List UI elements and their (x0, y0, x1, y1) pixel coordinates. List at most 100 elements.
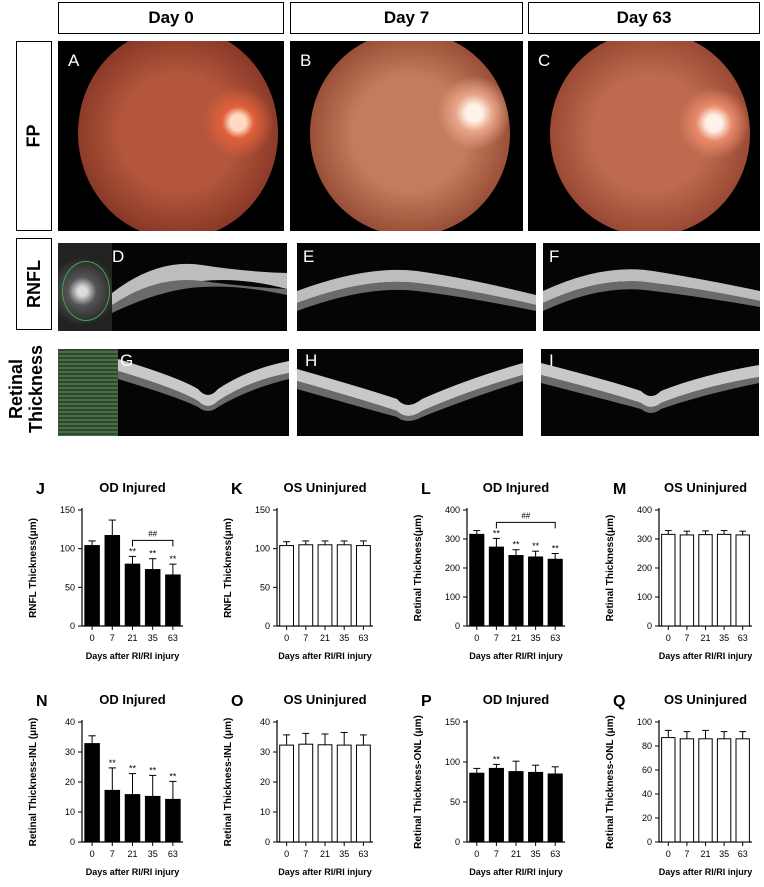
x-tick-label: 7 (110, 633, 115, 643)
x-tick-label: 21 (127, 633, 137, 643)
scan-thumbnail (58, 349, 118, 436)
chart-title: OD Injured (483, 692, 550, 707)
x-tick-label: 7 (494, 633, 499, 643)
row-header-retinal: Retinal Thickness (0, 338, 52, 440)
bar (469, 772, 485, 843)
bar (735, 534, 750, 627)
y-tick-label: 100 (637, 592, 652, 602)
chart-o-svg: O OS Uninjured Retinal Thickness-INL (μm) 0… (223, 692, 373, 877)
bar (298, 743, 314, 843)
y-tick-label: 40 (642, 789, 652, 799)
bar (488, 767, 504, 843)
oct-layer (543, 269, 760, 311)
chart-p-svg: P OD Injured Retinal Thickness-ONL (μm) 0 50… (413, 692, 565, 877)
chart-j-svg: J OD Injured RNFL Thickness(μm) 0 50 100 150 0 7… (28, 480, 183, 661)
panel-label-g: G (120, 351, 134, 370)
y-tick-label: 150 (255, 505, 270, 515)
x-tick-label: 21 (127, 849, 137, 859)
x-tick-label: 35 (719, 849, 729, 859)
panel-letter: L (421, 481, 431, 498)
bar (104, 535, 121, 627)
x-tick-label: 35 (148, 849, 158, 859)
bar (279, 744, 295, 843)
x-tick-label: 63 (168, 849, 178, 859)
bar (104, 789, 121, 843)
fundus-photo-day7: B (290, 41, 523, 231)
significance-mark: ** (512, 540, 520, 550)
significance-mark: ** (552, 544, 560, 554)
y-axis-label: Retinal Thickness-ONL (μm) (413, 715, 424, 849)
chart-m-svg: M OS Uninjured Retinal Thickness(μm) 0 100 20… (605, 480, 753, 661)
significance-bracket (495, 521, 556, 529)
row-header-rnfl-label: RNFL (24, 260, 44, 308)
y-tick-label: 20 (642, 813, 652, 823)
fundus-disc (310, 41, 510, 231)
fundus-disc (550, 41, 750, 231)
x-tick-label: 63 (358, 633, 368, 643)
y-tick-label: 30 (65, 747, 75, 757)
chart-l: L OD Injured Retinal Thickness(μm) 0 100 200 3… (385, 476, 577, 666)
x-axis-label: Days after RI/RI injury (659, 651, 753, 661)
significance-mark: ** (129, 764, 137, 774)
x-tick-label: 21 (700, 633, 710, 643)
bar (317, 744, 333, 843)
chart-title: OD Injured (483, 480, 550, 495)
x-tick-label: 0 (474, 633, 479, 643)
y-tick-label: 100 (445, 757, 460, 767)
oct-layer (112, 263, 287, 313)
chart-m: M OS Uninjured Retinal Thickness(μm) 0 100 20… (577, 476, 764, 666)
oct-layer (118, 359, 289, 411)
x-tick-label: 0 (666, 849, 671, 859)
x-tick-label: 63 (358, 849, 368, 859)
bar (469, 533, 485, 627)
x-tick-label: 21 (511, 633, 521, 643)
x-tick-label: 63 (550, 849, 560, 859)
chart-n-svg: N OD Injured Retinal Thickness-INL (μm) 0 10… (28, 692, 183, 877)
chart-q: Q OS Uninjured Retinal Thickness-ONL (μm) 0… (577, 688, 764, 882)
x-tick-label: 63 (168, 633, 178, 643)
y-tick-label: 300 (445, 534, 460, 544)
panel-label-f: F (549, 247, 560, 266)
x-axis-label: Days after RI/RI injury (278, 867, 372, 877)
fundus-photo-day0: A (58, 41, 284, 231)
y-tick-label: 30 (260, 747, 270, 757)
chart-k-svg: K OS Uninjured RNFL Thickness(μm) 0 50 100 150… (223, 480, 373, 661)
y-tick-label: 200 (637, 563, 652, 573)
x-axis-label: Days after RI/RI injury (278, 651, 372, 661)
y-tick-label: 0 (647, 837, 652, 847)
bar (84, 545, 100, 627)
x-tick-label: 35 (531, 849, 541, 859)
chart-p: P OD Injured Retinal Thickness-ONL (μm) 0 50… (385, 688, 577, 882)
bar (488, 546, 504, 627)
chart-title: OD Injured (99, 692, 166, 707)
bar (716, 738, 732, 843)
y-tick-label: 300 (637, 534, 652, 544)
column-header-day0: Day 0 (58, 2, 284, 34)
chart-n: N OD Injured Retinal Thickness-INL (μm) 0 10… (0, 688, 195, 882)
chart-k: K OS Uninjured RNFL Thickness(μm) 0 50 100 150… (195, 476, 385, 666)
chart-o: O OS Uninjured Retinal Thickness-INL (μm) 0… (195, 688, 385, 882)
oct-layer (297, 269, 536, 311)
panel-letter: Q (613, 693, 625, 710)
x-tick-label: 35 (719, 633, 729, 643)
significance-mark: ** (109, 758, 117, 768)
y-tick-label: 40 (65, 717, 75, 727)
x-tick-label: 7 (110, 849, 115, 859)
bar (355, 744, 371, 843)
y-tick-label: 20 (65, 777, 75, 787)
significance-mark: ** (149, 549, 157, 559)
bar (547, 773, 563, 843)
y-tick-label: 50 (450, 797, 460, 807)
row-header-fp: FP (16, 41, 52, 231)
retinal-oct-day7: H (297, 349, 523, 436)
y-tick-label: 10 (65, 807, 75, 817)
x-axis-label: Days after RI/RI injury (86, 651, 180, 661)
x-tick-label: 0 (284, 849, 289, 859)
y-tick-label: 100 (60, 544, 75, 554)
rnfl-oct-day7: E (297, 243, 536, 331)
bar (165, 798, 181, 843)
y-tick-label: 40 (260, 717, 270, 727)
x-axis-label: Days after RI/RI injury (659, 867, 753, 877)
retinal-oct-day63: I (541, 349, 759, 436)
bar (144, 569, 161, 627)
